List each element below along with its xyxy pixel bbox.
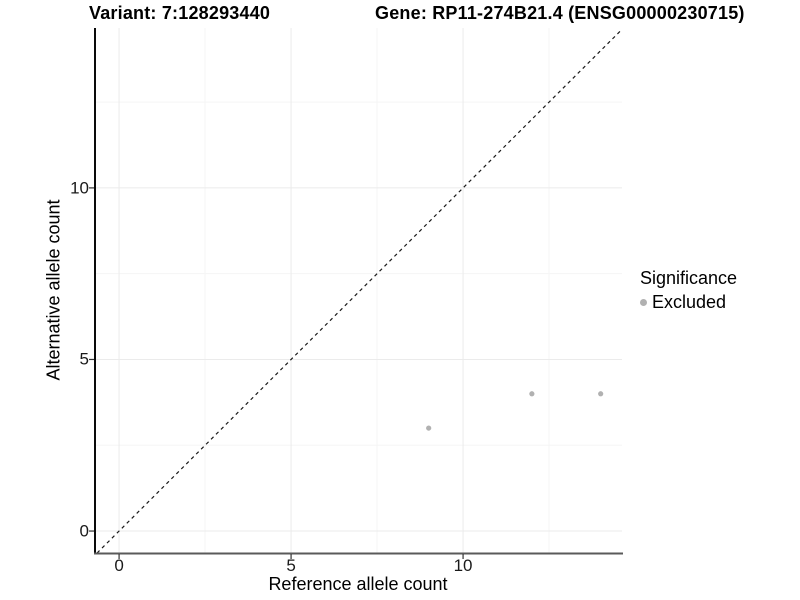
- legend-key-dot-icon: [640, 299, 647, 306]
- y-tick-label: 0: [79, 521, 89, 541]
- scatter-point: [529, 391, 535, 397]
- plot-title-gene: Gene: RP11-274B21.4 (ENSG00000230715): [375, 3, 745, 23]
- x-tick-label: 5: [286, 556, 296, 575]
- legend: Significance Excluded: [640, 268, 737, 313]
- x-axis-title: Reference allele count: [268, 574, 448, 594]
- identity-line: [96, 28, 623, 554]
- legend-entries: Excluded: [640, 292, 737, 313]
- x-tick-label: 10: [453, 556, 473, 575]
- legend-entry-label: Excluded: [652, 292, 727, 312]
- plot-title-variant: Variant: 7:128293440: [89, 3, 271, 23]
- y-tick-label: 10: [70, 178, 89, 198]
- major-gridlines: [95, 28, 622, 553]
- data-points: [426, 391, 604, 431]
- axis-lines: [94, 28, 623, 555]
- legend-title: Significance: [640, 268, 738, 288]
- x-tick-label: 0: [114, 556, 124, 575]
- legend-entry: Excluded: [640, 292, 737, 313]
- scatter-point: [598, 391, 604, 397]
- scatter-point: [426, 425, 432, 431]
- y-tick-label: 5: [79, 349, 89, 369]
- tick-marks: [89, 187, 464, 559]
- minor-gridlines: [95, 28, 622, 553]
- y-axis-title: Alternative allele count: [43, 199, 64, 381]
- identity-dashed-line: [96, 28, 623, 554]
